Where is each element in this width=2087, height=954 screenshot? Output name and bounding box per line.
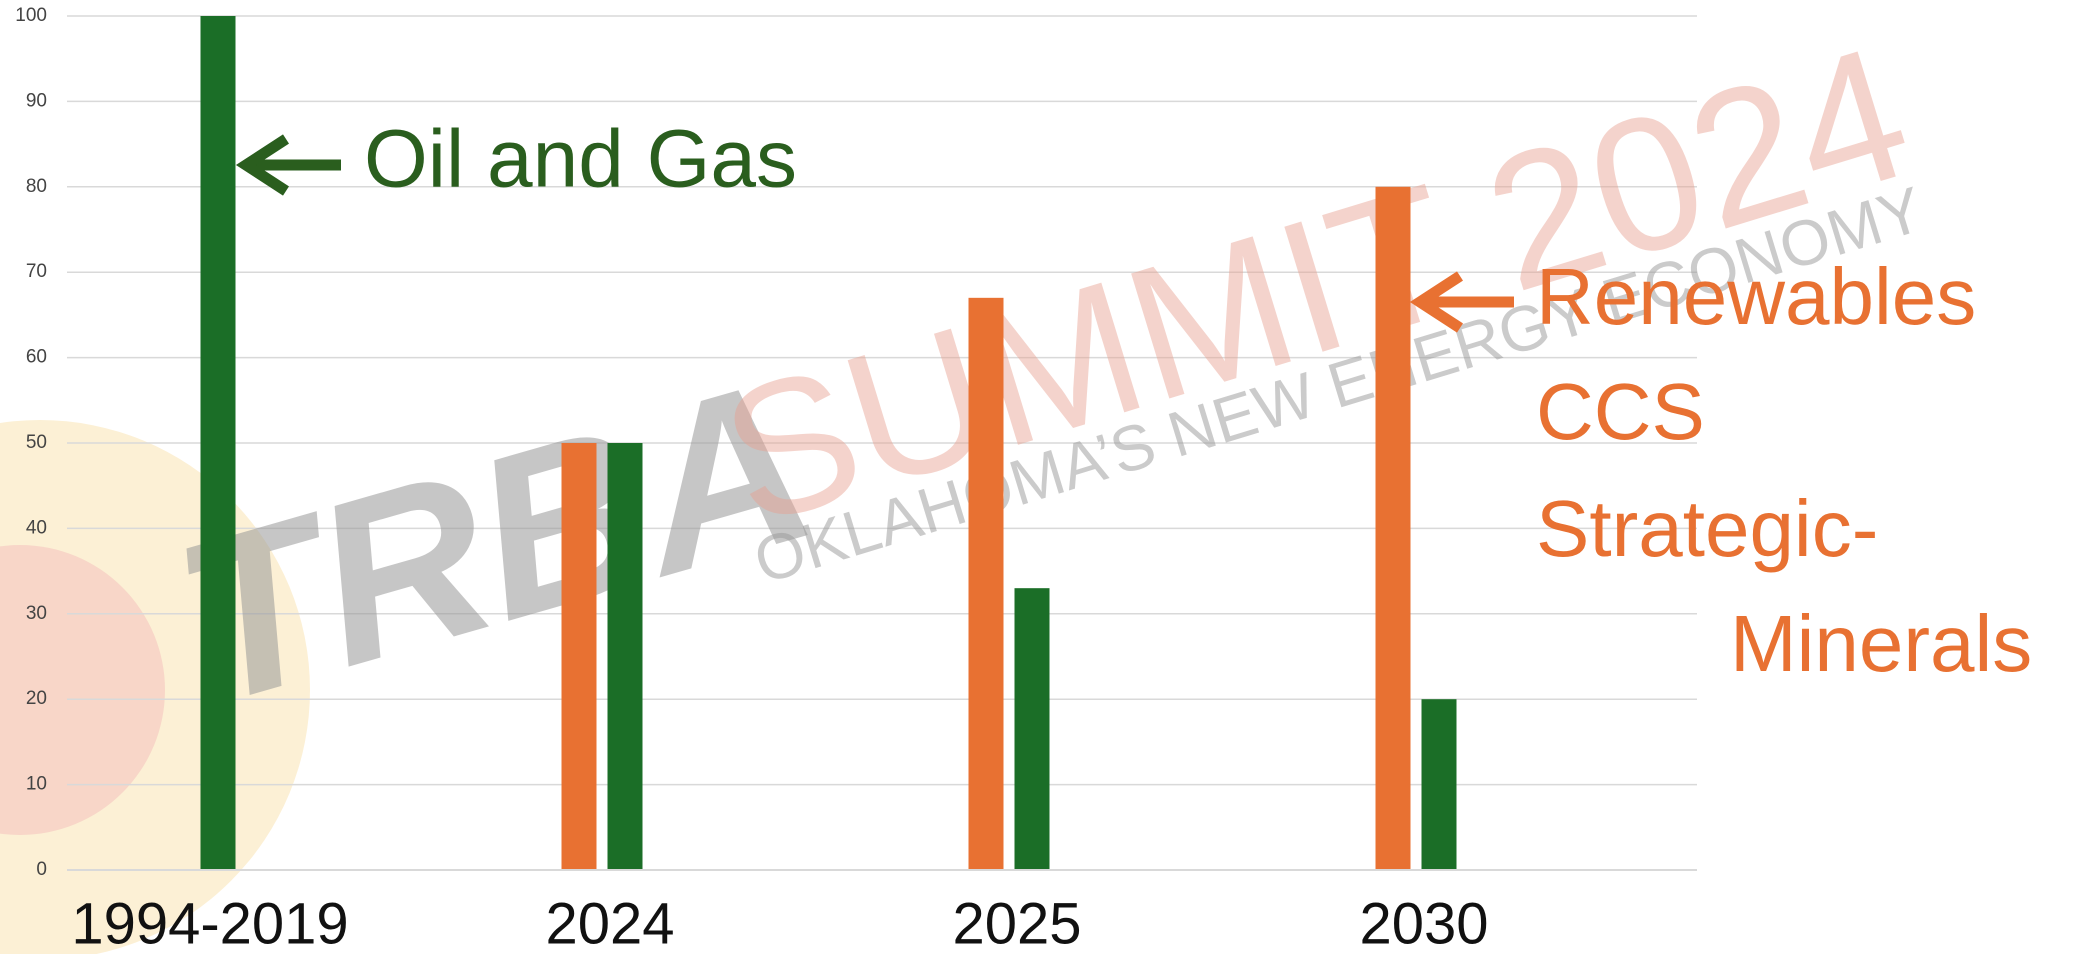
y-tick-label: 40 [26,517,47,538]
x-tick-label: 2024 [545,891,674,954]
bar [1421,699,1457,870]
bar [200,16,236,870]
y-tick-label: 70 [26,261,47,282]
annotation: Oil and Gas [364,114,797,205]
bg-circle [0,545,165,835]
annotation: Minerals [1730,599,2032,688]
x-tick-label: 2030 [1359,891,1488,954]
y-tick-label: 30 [26,603,47,624]
bar [561,443,597,870]
bar [1375,186,1411,871]
annotation: CCS [1536,367,1705,456]
y-tick-label: 90 [26,90,47,111]
x-tick-label: 1994-2019 [71,891,348,954]
y-tick-label: 80 [26,176,47,197]
bar [968,297,1004,870]
y-tick-label: 0 [36,859,47,880]
bar [607,443,643,870]
bar [1014,588,1050,870]
annotation: Strategic- [1536,484,1878,573]
y-tick-label: 50 [26,432,47,453]
annotation: Renewables [1536,252,1976,341]
y-tick-label: 60 [26,347,47,368]
y-tick-label: 100 [15,5,47,26]
y-tick-label: 20 [26,688,47,709]
x-tick-label: 2025 [952,891,1081,954]
y-tick-label: 10 [26,774,47,795]
arrow-head [235,134,289,196]
arrow-head [1409,271,1463,333]
